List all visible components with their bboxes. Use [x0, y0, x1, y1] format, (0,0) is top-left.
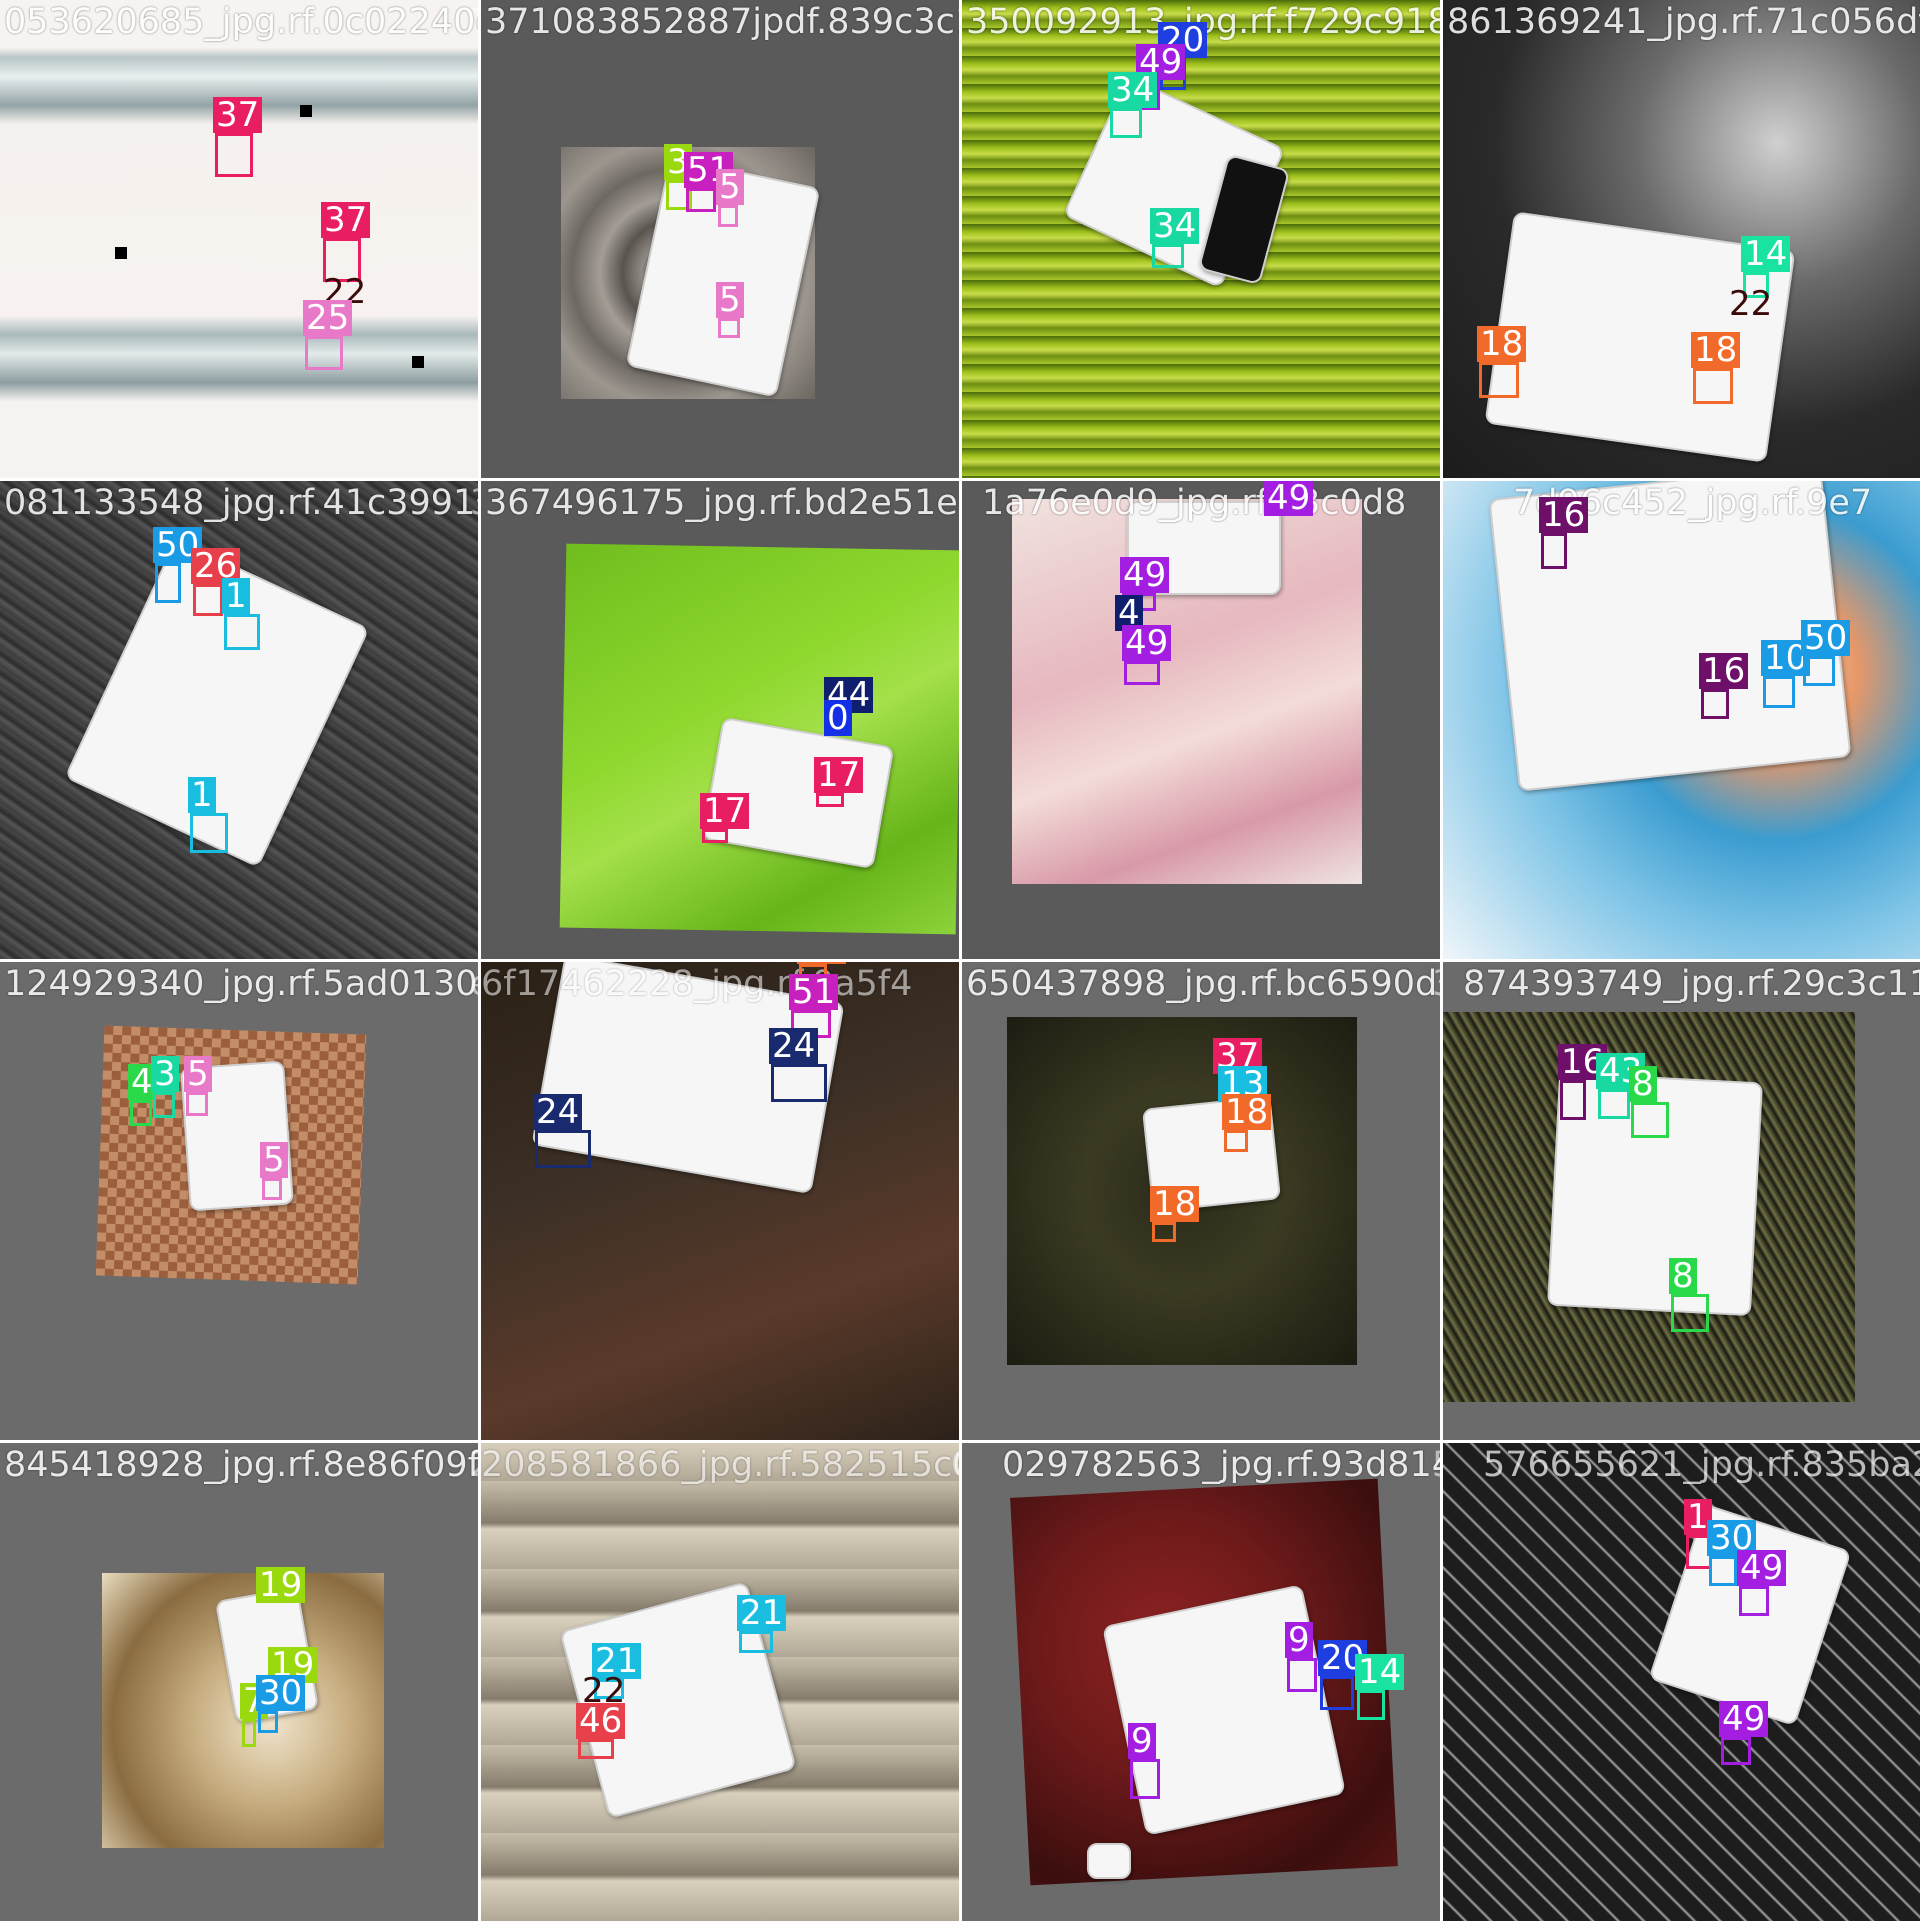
tile-13: 208581866_jpg.rf.582515c0 029782563020_j… — [481, 1443, 959, 1921]
filename: 874393749_jpg.rf.29c3c11e9 — [1463, 964, 1920, 1004]
detection: 49 — [1721, 1737, 1751, 1765]
filename: 029782563_jpg.rf.93d8147d — [1002, 1445, 1440, 1485]
detection: 7 — [242, 1719, 256, 1747]
detection: 4 — [130, 1100, 152, 1126]
tile-5: 367496175_jpg.rf.bd2e51e62 44 0 17 17 — [481, 481, 959, 959]
detection: 16 — [1560, 1080, 1586, 1120]
detection: 8 — [1671, 1294, 1709, 1332]
overlap-filename: 7108855286_jpg.rf.839c3c11 — [470, 2, 478, 42]
detection: 14 — [1357, 1690, 1385, 1720]
detection: 24 — [771, 1064, 827, 1102]
filename: 053620685_jpg.rf.0c02240c3 — [4, 2, 478, 42]
detection: 26 — [193, 584, 223, 616]
filename: 081133548_jpg.rf.41c39918 — [4, 483, 478, 523]
playing-card — [1087, 1843, 1131, 1879]
detection: 8 — [1631, 1102, 1669, 1138]
detection: 34 — [1152, 244, 1184, 268]
overlap-filename: 2085818663_jpg.rf.582515c0 — [470, 1445, 478, 1485]
detection: 5 — [186, 1092, 208, 1116]
filename: 650437898_jpg.rf.bc6590d2 — [966, 964, 1440, 1004]
tile-7: 7d96c452_jpg.rf.9e7 16 16 10 50 — [1443, 481, 1920, 959]
filename: 861369241_jpg.rf.71c056dfc — [1447, 2, 1920, 42]
detection: 10 — [1763, 676, 1795, 708]
filename: 576655621_jpg.rf.835ba2eb9e — [1483, 1445, 1920, 1485]
detection: 0 — [826, 736, 850, 746]
tile-15: 576655621_jpg.rf.835ba2eb9e 1 30 49 49 — [1443, 1443, 1920, 1921]
background — [0, 0, 478, 478]
detection: 51 — [686, 188, 716, 212]
detection: 1 — [224, 614, 260, 650]
filename: 367496175_jpg.rf.bd2e51e62 — [485, 483, 959, 523]
detection: 46 — [578, 1739, 614, 1759]
detection: 37 — [215, 133, 253, 177]
detection: 49 — [1124, 661, 1160, 685]
detection: 18 — [1479, 362, 1519, 398]
tile-3: 861369241_jpg.rf.71c056dfc 14 22 18 18 — [1443, 0, 1920, 478]
tile-9: 6f17462228_jpg.rf.0a5f4 18 51 24 24 — [481, 962, 959, 1440]
detection: 16 — [1701, 689, 1729, 719]
detection: 9 — [1287, 1658, 1317, 1692]
detection: 24 — [535, 1130, 591, 1168]
filename: 371083852887jpdf.839c3c119 — [485, 2, 959, 42]
tile-1: 371083852887jpdf.839c3c119 3 51 5 5 — [481, 0, 959, 478]
detection: 17 — [702, 829, 728, 843]
detection: 30 — [1709, 1556, 1737, 1586]
filename: 208581866_jpg.rf.582515c0 — [481, 1445, 959, 1485]
detection: 49 — [1739, 1586, 1769, 1616]
detection: 5 — [718, 318, 740, 338]
detection: 49 — [1266, 516, 1292, 526]
detection: 20 — [1320, 1676, 1354, 1710]
detection: 25 — [305, 336, 343, 370]
overlap-filename: 3674961798_jpg.rf.bd2e51e62 — [470, 483, 478, 523]
tile-14: 029782563_jpg.rf.93d8147d 576655621_jpg.… — [962, 1443, 1440, 1921]
detection: 18 — [1693, 368, 1733, 404]
detection: 5 — [718, 205, 738, 227]
detection: 3 — [153, 1092, 175, 1118]
tile-2: 350092913_jpg.rf.f729c9182 20 49 34 34 — [962, 0, 1440, 478]
detection: 43 — [1598, 1089, 1630, 1119]
tile-10: 650437898_jpg.rf.bc6590d2 3743887495_jpg… — [962, 962, 1440, 1440]
overlap-filename: 576655621_jpg.rf.835ba2eb9e — [1432, 1445, 1440, 1485]
tile-0: 053620685_jpg.rf.0c02240c3 7108855286_jp… — [0, 0, 478, 478]
tile-6: 1a76e0d9_jpg.rf.e3c0d8 49 49 4 49 — [962, 481, 1440, 959]
detection: 1 — [190, 813, 228, 853]
detection: 16 — [1541, 533, 1567, 569]
filename: 6f17462228_jpg.rf.0a5f4 — [481, 964, 912, 1004]
tile-8: 124929340_jpg.rf.5ad01301e ef17462228_jp… — [0, 962, 478, 1440]
detection: 50 — [1803, 656, 1835, 686]
detection: 17 — [816, 793, 844, 807]
detection: 18 — [1152, 1222, 1176, 1242]
overlap-filename: 3743887495_jpg.rf.29c3c11e9 — [1432, 964, 1440, 1004]
overlap-filename: 029782563020_jpg.rf.93d8147d — [951, 1445, 959, 1485]
filename: 845418928_jpg.rf.8e86f09f3 — [4, 1445, 478, 1485]
filename: 124929340_jpg.rf.5ad01301e — [4, 964, 478, 1004]
tile-12: 845418928_jpg.rf.8e86f09f3 2085818663_jp… — [0, 1443, 478, 1921]
detection: 19 — [258, 1603, 280, 1617]
filename: 1a76e0d9_jpg.rf.e3c0d8 — [982, 483, 1406, 523]
detection: 5 — [262, 1178, 282, 1200]
detection: 34 — [1110, 108, 1142, 138]
overlap-filename: ef17462228_jpg.rf.0a5f4 — [470, 964, 478, 1004]
detection: 50 — [155, 563, 181, 603]
tile-4: 081133548_jpg.rf.41c39918 3674961798_jpg… — [0, 481, 478, 959]
detection: 9 — [1130, 1759, 1160, 1799]
detection: 18 — [1224, 1130, 1248, 1152]
tile-11: 874393749_jpg.rf.29c3c11e9 16 43 8 8 — [1443, 962, 1920, 1440]
detection: 21 — [739, 1631, 773, 1653]
detection: 30 — [258, 1711, 278, 1733]
